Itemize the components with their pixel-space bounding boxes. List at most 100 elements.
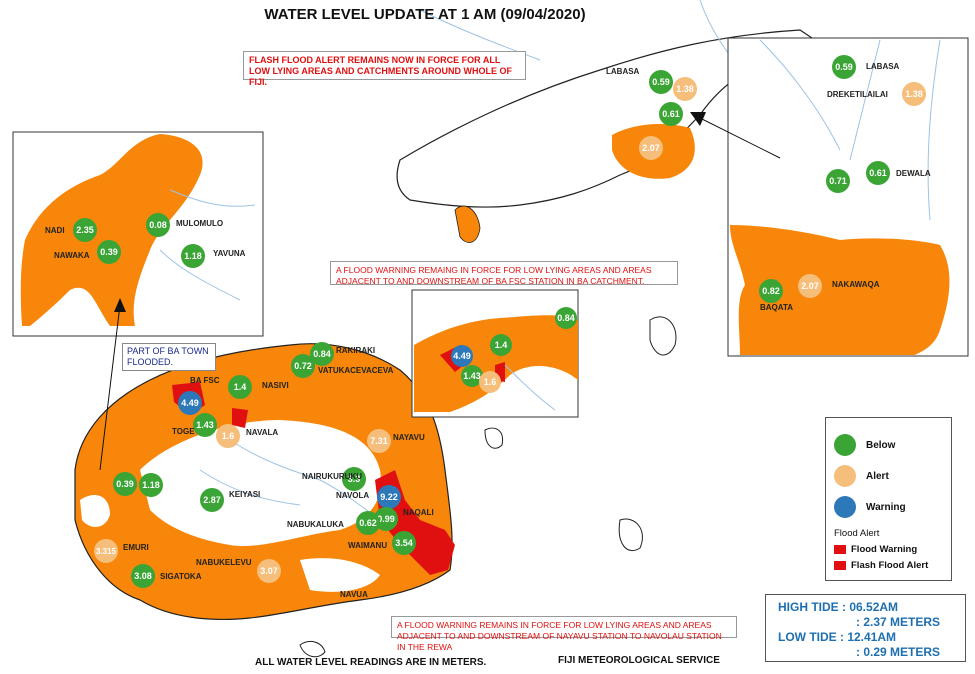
labasa-inset-label: LABASA <box>866 62 900 71</box>
vanua-levu-1-marker <box>673 77 697 101</box>
labasa-inset-1-value: 1.38 <box>905 89 923 99</box>
legend-below: Below <box>834 434 895 456</box>
station-1-marker <box>193 413 217 437</box>
small-island <box>618 518 643 552</box>
station-7-value: 3.3 <box>348 474 361 484</box>
nadi-inset-3-value: 1.18 <box>184 251 202 261</box>
station-label: NAIRUKURUKU <box>302 472 362 481</box>
ba-inset-4-value: 1.6 <box>484 377 497 387</box>
station-2-marker <box>228 375 252 399</box>
rewa-flood-warning-notice: A FLOOD WARNING REMAINS IN FORCE FOR LOW… <box>391 616 737 652</box>
station-8-marker <box>377 485 401 509</box>
station-17-marker <box>113 472 137 496</box>
station-12-marker <box>200 488 224 512</box>
flash-flood-notice: FLASH FLOOD ALERT REMAINS NOW IN FORCE F… <box>243 51 526 87</box>
station-8-value: 9.22 <box>380 492 398 502</box>
nadi-inset-3-marker <box>181 244 205 268</box>
labasa-inset-0-value: 0.59 <box>835 62 853 72</box>
station-label: NAVUA <box>340 590 368 599</box>
vanua-levu-2-marker <box>659 102 683 126</box>
ba-inset-4-marker <box>479 371 501 393</box>
station-6-value: 7.31 <box>370 436 388 446</box>
ba-inset-2-marker <box>451 345 473 367</box>
ba-inset-1-marker <box>490 334 512 356</box>
map-legend: Below Alert Warning Flood Alert Flood Wa… <box>825 417 952 581</box>
station-13-marker <box>94 539 118 563</box>
ba-inset-0-marker <box>555 307 577 329</box>
station-label: NABUKALUKA <box>287 520 344 529</box>
legend-flood-warning: Flood Warning <box>834 544 917 555</box>
labasa-inset-3-value: 0.61 <box>869 168 887 178</box>
vanua-levu-1-value: 1.38 <box>676 84 694 94</box>
nadi-inset-1-value: 0.39 <box>100 247 118 257</box>
nadi-inset-land <box>20 134 203 326</box>
ba-inset-3-value: 1.43 <box>463 371 481 381</box>
taveuni-island <box>649 316 677 356</box>
station-15-value: 3.07 <box>260 566 278 576</box>
station-label: NAVALA <box>246 428 279 437</box>
station-11-value: 3.54 <box>395 538 413 548</box>
station-3-value: 1.6 <box>222 431 235 441</box>
ba-inset-1-value: 1.4 <box>495 340 508 350</box>
station-4-value: 0.84 <box>313 349 331 359</box>
flash-flood-swatch <box>834 561 846 570</box>
station-9-marker <box>374 507 398 531</box>
ba-inset-0-value: 0.84 <box>557 313 575 323</box>
low-tide-meters: : 0.29 METERS <box>856 645 941 659</box>
ba-inset-2-value: 4.49 <box>453 351 471 361</box>
ba-inset-3-marker <box>461 365 483 387</box>
nadi-inset-0-value: 2.35 <box>76 225 94 235</box>
vanua-levu-3-value: 2.07 <box>642 143 660 153</box>
station-18-value: 1.18 <box>142 480 160 490</box>
ba-town-note: PART OF BA TOWN FLOODED. <box>122 343 216 371</box>
station-2-value: 1.4 <box>234 382 247 392</box>
vanua-levu-3-marker <box>639 136 663 160</box>
station-label: TOGE <box>172 427 195 436</box>
station-label: BA FSC <box>190 376 220 385</box>
station-5-value: 0.72 <box>294 361 312 371</box>
station-5-marker <box>291 354 315 378</box>
labasa-inset-label: NAKAWAQA <box>832 280 880 289</box>
high-tide-label: HIGH TIDE : 06.52AM <box>778 600 899 614</box>
nadi-inset-1-marker <box>97 240 121 264</box>
station-13-value: 3.315 <box>96 547 117 556</box>
station-12-value: 2.87 <box>203 495 221 505</box>
high-tide-meters: : 2.37 METERS <box>856 615 941 629</box>
units-note: ALL WATER LEVEL READINGS ARE IN METERS. <box>255 657 487 668</box>
nadi-inset-2-marker <box>146 213 170 237</box>
nadi-inset-label: MULOMULO <box>176 219 224 228</box>
labasa-inset-3-marker <box>866 161 890 185</box>
station-label: VATUKACEVACEVA <box>318 366 394 375</box>
viti-levu-dry-area <box>300 558 380 592</box>
station-label: EMURI <box>123 543 149 552</box>
page-title: WATER LEVEL UPDATE AT 1 AM (09/04/2020) <box>264 6 586 23</box>
viti-levu-dry-area <box>140 420 381 547</box>
labasa-inset-5-marker <box>798 274 822 298</box>
legend-alert: Alert <box>834 465 889 487</box>
station-3-marker <box>216 424 240 448</box>
station-label: NASIVI <box>262 381 289 390</box>
flood-area-ba-south <box>232 408 248 428</box>
labasa-inset-land <box>730 225 950 355</box>
kadavu-island <box>299 641 326 658</box>
legend-flood-alert-title: Flood Alert <box>834 528 880 539</box>
station-18-marker <box>139 473 163 497</box>
agency-credit: FIJI METEOROLOGICAL SERVICE <box>558 655 720 666</box>
labasa-inset-label: BAQATA <box>760 303 794 312</box>
station-1-value: 1.43 <box>196 420 214 430</box>
station-10-value: 0.62 <box>359 518 377 528</box>
station-14-value: 3.08 <box>134 571 152 581</box>
labasa-inset-5-value: 2.07 <box>801 281 819 291</box>
station-6-marker <box>367 429 391 453</box>
legend-warning: Warning <box>834 496 906 518</box>
labasa-inset-0-marker <box>832 55 856 79</box>
labasa-inset-2-marker <box>826 169 850 193</box>
station-label: NAYAVU <box>393 433 425 442</box>
station-7-marker <box>342 467 366 491</box>
station-17-value: 0.39 <box>116 479 134 489</box>
flood-warning-swatch <box>834 545 846 554</box>
tide-info-box: HIGH TIDE : 06.52AM : 2.37 METERS LOW TI… <box>765 594 966 662</box>
vanua-levu-0-value: 0.59 <box>652 77 670 87</box>
warning-icon <box>834 496 856 518</box>
